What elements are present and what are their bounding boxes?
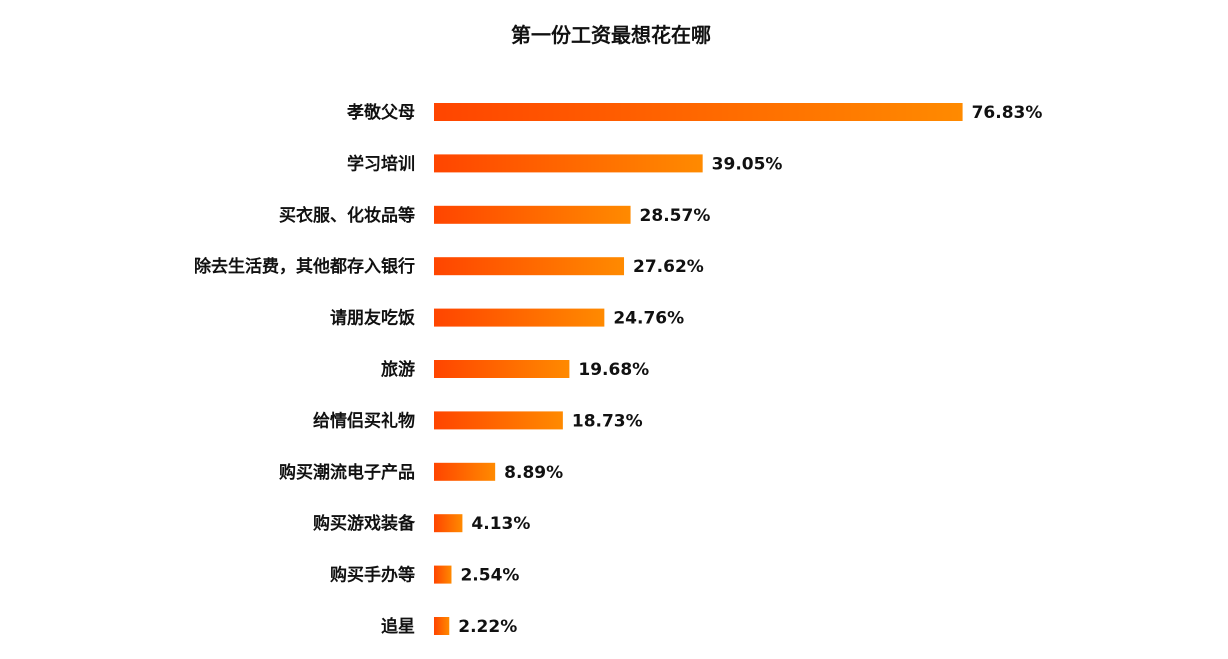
category-label: 学习培训 [347, 153, 415, 174]
bars-group: 孝敬父母 76.83% 学习培训 39.05% 买衣服、化妆品等 28.57% 除去生活费，… [194, 102, 1042, 637]
category-label: 追星 [381, 616, 415, 637]
bar [434, 617, 450, 635]
bar [434, 360, 570, 378]
value-label: 19.68% [578, 360, 649, 380]
value-label: 2.22% [458, 617, 517, 637]
chart-title: 第一份工资最想花在哪 [511, 23, 711, 47]
category-label: 孝敬父母 [347, 102, 415, 123]
category-label: 买衣服、化妆品等 [279, 205, 415, 226]
value-label: 27.62% [633, 257, 704, 277]
value-label: 18.73% [572, 411, 643, 431]
bar [434, 308, 605, 327]
bar [434, 411, 563, 430]
value-label: 24.76% [613, 309, 684, 329]
category-label: 旅游 [381, 359, 415, 380]
bar [434, 257, 625, 276]
bar [434, 462, 496, 481]
value-label: 39.05% [712, 154, 783, 174]
category-label: 购买游戏装备 [313, 513, 416, 534]
bar [434, 103, 963, 121]
value-label: 4.13% [471, 514, 530, 534]
category-label: 购买手办等 [330, 565, 415, 586]
category-label: 购买潮流电子产品 [279, 462, 415, 483]
value-label: 8.89% [504, 463, 563, 483]
bar [434, 205, 631, 224]
value-label: 2.54% [460, 566, 519, 586]
bar [434, 514, 463, 533]
category-label: 除去生活费，其他都存入银行 [194, 256, 415, 277]
category-label: 请朋友吃饭 [330, 308, 415, 329]
value-label: 76.83% [972, 103, 1043, 123]
bar [434, 154, 703, 173]
value-label: 28.57% [640, 206, 711, 226]
bar [434, 565, 452, 584]
category-label: 给情侣买礼物 [313, 410, 415, 431]
